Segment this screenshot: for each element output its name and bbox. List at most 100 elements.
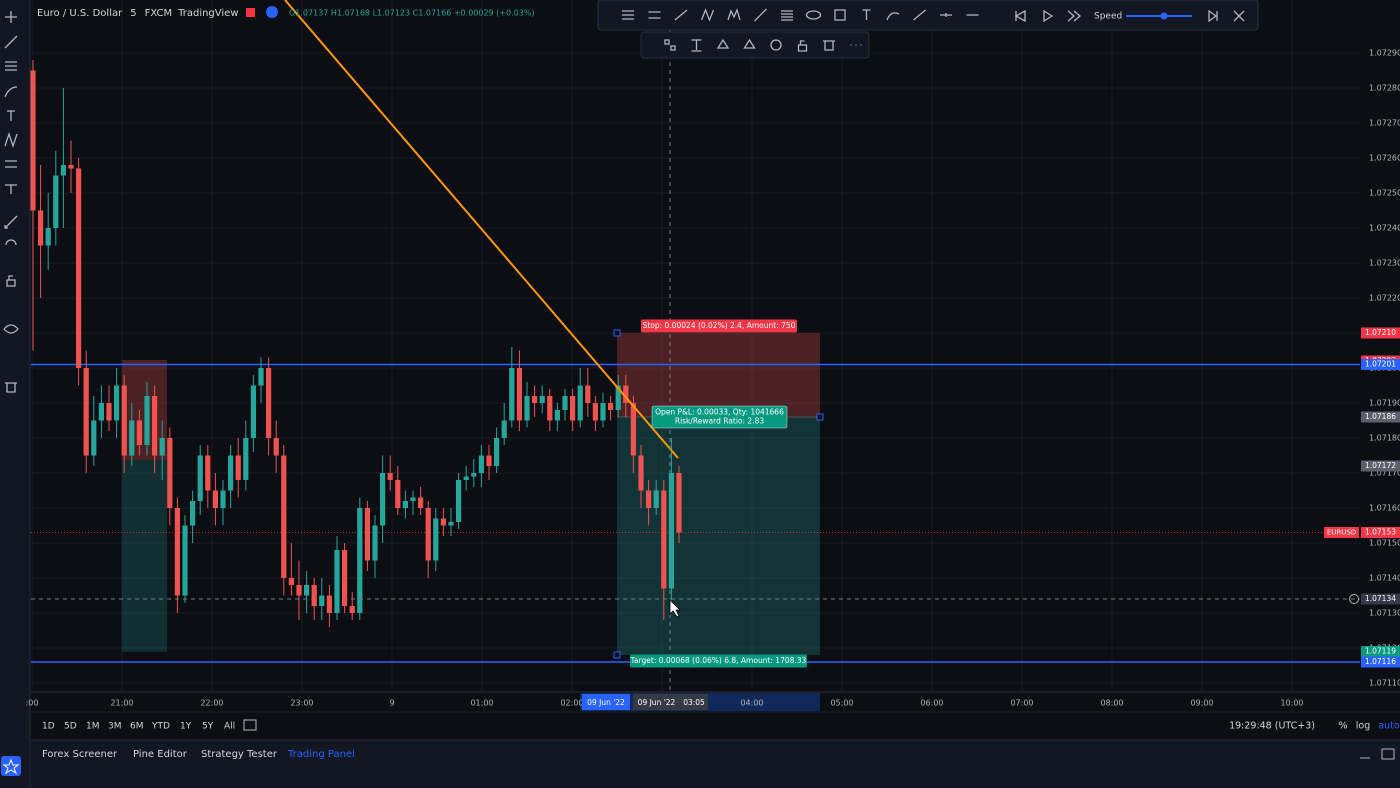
candle-body <box>402 501 408 508</box>
percent-toggle[interactable]: % <box>1338 721 1347 732</box>
price-label: 1.07172 <box>1365 461 1396 470</box>
left-tool-icon[interactable] <box>7 110 15 121</box>
tool-icon[interactable] <box>754 8 767 22</box>
candle-body <box>357 508 363 613</box>
left-tool-icon[interactable] <box>3 324 19 334</box>
date-label: 09 Jun '22 <box>587 698 625 707</box>
replay-icon[interactable] <box>1208 9 1218 23</box>
replay-icon[interactable] <box>1043 9 1054 23</box>
time-tick-label: :00 <box>26 699 39 708</box>
tool-icon[interactable] <box>622 10 634 20</box>
time-tick-label: 01:00 <box>470 699 493 708</box>
price-tick-label: 1.07220 <box>1369 294 1400 303</box>
tool-icon[interactable] <box>648 11 661 19</box>
replay-icon[interactable] <box>1014 9 1026 23</box>
favorites-button[interactable] <box>1 756 21 776</box>
left-tool-icon[interactable] <box>5 11 17 23</box>
replay-icon[interactable] <box>1067 10 1082 22</box>
stop-label-box <box>641 319 797 333</box>
handle[interactable] <box>613 651 621 659</box>
handle[interactable] <box>613 329 621 337</box>
object-tool-icon[interactable] <box>716 38 730 49</box>
price-tick-label: 1.07140 <box>1369 574 1400 583</box>
object-tool-icon[interactable] <box>743 38 756 49</box>
object-toolbar-icons <box>664 38 862 52</box>
target-label-box <box>630 654 807 668</box>
range-button[interactable]: 6M <box>130 722 144 732</box>
price-tick-label: 1.07280 <box>1369 84 1400 93</box>
candle-body <box>319 595 325 606</box>
price-tick-label: 1.07250 <box>1369 189 1400 198</box>
left-tool-icon[interactable] <box>5 184 17 194</box>
star-icon <box>2 758 20 775</box>
price-label: 1.07153 <box>1365 528 1396 537</box>
range-button[interactable]: All <box>224 722 235 732</box>
symbol: Euro / U.S. Dollar <box>37 8 123 19</box>
tool-icon[interactable] <box>781 10 793 21</box>
object-tool-icon[interactable] <box>691 39 702 52</box>
tool-icon[interactable] <box>674 9 688 21</box>
handle[interactable] <box>816 413 824 421</box>
stop-label: Stop: 0.00024 (0.02%) 2.4, Amount: 750 <box>643 321 796 330</box>
range-button[interactable]: 1Y <box>180 722 192 732</box>
left-tool-icon[interactable] <box>5 239 17 246</box>
tool-icon[interactable] <box>886 12 900 21</box>
object-tool-icon[interactable] <box>823 40 835 51</box>
left-tool-icon[interactable] <box>4 215 18 229</box>
left-tool-icon[interactable] <box>4 35 18 49</box>
price-label: 1.07119 <box>1365 647 1396 656</box>
panel-tab[interactable]: Strategy Tester <box>201 749 278 760</box>
price-tick-label: 1.07170 <box>1369 469 1400 478</box>
price-label: 1.07210 <box>1365 328 1396 337</box>
left-tool-icon[interactable] <box>4 86 18 98</box>
time-tick-label: 10:00 <box>1280 699 1303 708</box>
left-tool-icon[interactable] <box>5 61 17 71</box>
replay-icon[interactable] <box>1233 10 1245 22</box>
clock: 19:29:48 (UTC+3) <box>1229 721 1315 732</box>
panel-tab[interactable]: Forex Screener <box>42 749 118 760</box>
candle-body <box>83 368 89 456</box>
range-button[interactable]: 3M <box>108 722 122 732</box>
object-tool-icon[interactable] <box>770 39 782 51</box>
object-tool-icon[interactable] <box>797 40 808 52</box>
maximize-icon[interactable] <box>1381 748 1395 760</box>
price-axis <box>1360 0 1400 692</box>
candle-body <box>250 385 256 438</box>
tool-icon[interactable] <box>834 9 846 21</box>
log-toggle[interactable]: log <box>1356 721 1370 732</box>
crosshair-plus[interactable] <box>1349 594 1359 604</box>
range-button[interactable]: 5D <box>64 722 77 732</box>
object-tool-icon[interactable] <box>664 39 676 51</box>
candle-body <box>129 420 135 456</box>
range-button[interactable]: 1M <box>86 722 100 732</box>
left-tool-icon[interactable] <box>4 131 18 149</box>
goto-date-icon[interactable] <box>243 719 257 731</box>
left-tool-icon[interactable] <box>5 160 17 168</box>
replay-icon[interactable] <box>266 6 278 18</box>
tool-icon[interactable] <box>727 8 741 21</box>
panel-tab[interactable]: Trading Panel <box>287 749 355 760</box>
left-tool-icon[interactable] <box>5 382 17 393</box>
pnl-box <box>651 405 788 429</box>
panel-tab[interactable]: Pine Editor <box>133 749 188 760</box>
range-button[interactable]: 1D <box>42 722 55 732</box>
flag-icon[interactable] <box>246 8 255 17</box>
symbol-title[interactable]: Euro / U.S. Dollar 5 FXCM TradingView <box>37 8 239 19</box>
range-button[interactable]: 5Y <box>202 722 214 732</box>
time-tick-label: 02:00 <box>560 699 583 708</box>
candle-body <box>425 508 431 561</box>
range-button[interactable]: YTD <box>151 722 170 732</box>
tool-icon[interactable] <box>940 13 952 17</box>
candle-body <box>463 476 469 480</box>
tool-icon[interactable] <box>805 10 822 20</box>
tool-icon[interactable] <box>700 8 715 22</box>
tool-icon[interactable] <box>862 9 871 20</box>
left-tool-icon[interactable] <box>6 275 16 287</box>
tool-icon[interactable] <box>913 9 926 21</box>
candle-body <box>585 385 591 403</box>
auto-toggle[interactable]: auto <box>1378 721 1400 732</box>
time-axis-labels: :00 21:00 22:00 23:00 9 01:00 02:00 04:00 05:00 0… <box>26 694 1304 710</box>
candle-body <box>212 490 218 508</box>
speed-knob[interactable] <box>1160 12 1168 20</box>
